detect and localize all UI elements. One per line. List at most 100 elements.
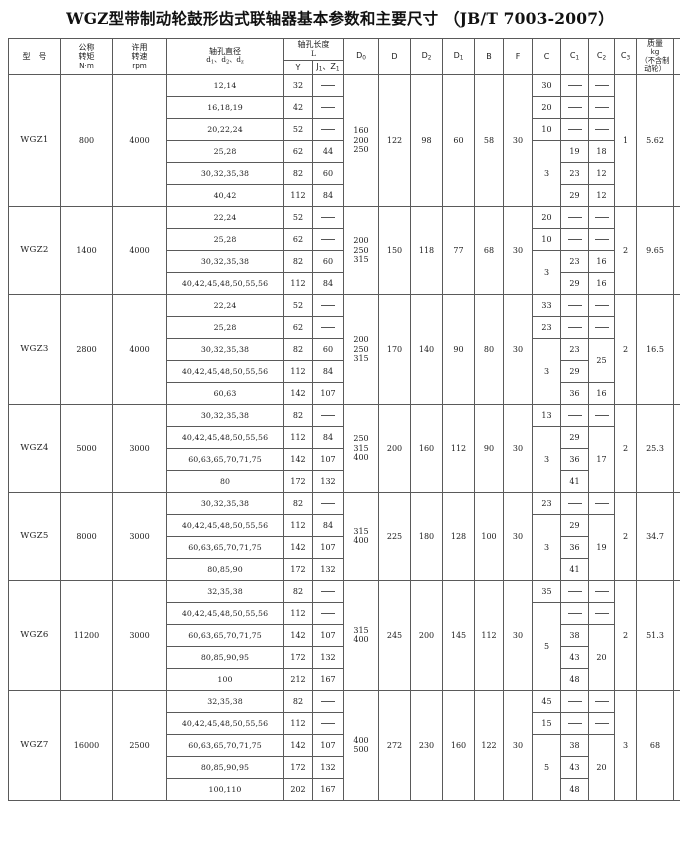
cell-bore-diameter: 30,32,35,38 [166,491,284,515]
cell-bore-length-y: 142 [283,623,313,647]
cell-c: 23 [532,491,561,515]
cell-f: 30 [503,205,533,295]
cell-c1: 29 [560,513,589,537]
cell-bore-diameter: 20,22,24 [166,117,284,141]
cell-c2 [588,293,615,317]
header-b: B [474,38,504,75]
cell-c1: 29 [560,359,589,383]
dash-mark [321,216,335,219]
cell-mass: 9.65 [636,205,674,295]
cell-bore-length-y: 112 [283,601,313,625]
table-row: 30,32,35,38 82 60 3 23 25 [9,337,680,405]
cell-torque: 2800 [60,293,113,405]
cell-c1 [560,205,589,229]
cell-inertia: 0.047 [673,293,680,405]
cell-c1 [560,491,589,515]
cell-f: 30 [503,579,533,691]
dash-mark [594,700,609,703]
cell-model: WGZ5 [8,491,61,581]
cell-speed: 4000 [112,293,167,405]
table-row: 40,42,45,48,50,55,56 112 84 3 29 19 [9,513,680,581]
cell-bore-length-jz: 60 [312,337,344,361]
cell-bore-length-jz [312,689,344,713]
cell-d0: 160 200 250 [343,73,379,207]
cell-c: 3 [532,513,561,581]
cell-c3: 2 [614,491,637,581]
cell-d1: 112 [442,403,475,493]
cell-torque: 8000 [60,491,113,581]
cell-c1: 36 [560,447,589,471]
cell-c1 [560,227,589,251]
cell-bore-length-jz: 107 [312,623,344,647]
cell-bore-length-jz: 107 [312,381,344,405]
cell-bore-length-jz [312,711,344,735]
cell-bore-length-y: 142 [283,535,313,559]
cell-bore-diameter: 100,110 [166,777,284,801]
cell-bore-diameter: 60,63,65,70,71,75 [166,535,284,559]
table-row: 60,63,65,70,71,75 142 107 36 [9,447,680,471]
header-bore-length-y: Y [283,59,313,75]
cell-bore-diameter: 60,63,65,70,71,75 [166,447,284,471]
cell-b: 122 [474,689,504,801]
cell-speed: 4000 [112,205,167,295]
cell-b: 100 [474,491,504,581]
cell-c3: 2 [614,205,637,295]
dash-mark [567,612,582,615]
cell-d: 170 [378,293,411,405]
cell-model: WGZ6 [8,579,61,691]
cell-torque: 800 [60,73,113,207]
dash-mark [594,238,609,241]
table-row: 80,85,90,95 172 132 43 [9,645,680,669]
table-body: WGZ1 800 4000 12,14 32 160 200 250 122 98 60 58 30 30… [8,73,680,801]
dash-mark [594,84,609,87]
cell-d1: 60 [442,73,475,207]
cell-bore-length-y: 142 [283,447,313,471]
header-speed: 许用 转速 rpm [112,38,167,75]
cell-bore-length-y: 112 [283,359,313,383]
cell-d0: 200 250 315 [343,293,379,405]
cell-c2 [588,73,615,97]
cell-b: 68 [474,205,504,295]
cell-bore-diameter: 40,42,45,48,50,55,56 [166,711,284,735]
cell-c2: 12 [588,183,615,207]
cell-bore-length-y: 112 [283,271,313,295]
cell-c1: 29 [560,425,589,449]
cell-c1: 23 [560,249,589,273]
cell-speed: 2500 [112,689,167,801]
dash-mark [594,722,609,725]
cell-bore-diameter: 32,35,38 [166,579,284,603]
cell-c1 [560,403,589,427]
header-d0: D0 [343,38,379,75]
cell-bore-diameter: 25,28 [166,227,284,251]
cell-d2: 230 [410,689,443,801]
table-row: 40,42,45,48,50,55,56 112 84 29 [9,359,680,383]
cell-f: 30 [503,73,533,207]
cell-bore-length-y: 52 [283,205,313,229]
cell-speed: 3000 [112,403,167,493]
cell-bore-diameter: 12,14 [166,73,284,97]
table-row: 60,63 142 107 36 16 [9,381,680,405]
cell-c: 3 [532,425,561,493]
cell-bore-length-jz [312,403,344,427]
dash-mark [567,414,582,417]
cell-c1 [560,601,589,625]
cell-bore-diameter: 80,85,90 [166,557,284,581]
cell-bore-diameter: 60,63,65,70,71,75 [166,623,284,647]
dash-mark [567,216,582,219]
cell-c1: 43 [560,755,589,779]
cell-bore-diameter: 60,63 [166,381,284,405]
cell-c: 3 [532,249,561,295]
cell-bore-diameter: 40,42,45,48,50,55,56 [166,425,284,449]
cell-bore-length-y: 62 [283,227,313,251]
cell-c1 [560,689,589,713]
cell-c2: 25 [588,337,615,383]
cell-d: 245 [378,579,411,691]
cell-inertia: 0.0078 [673,73,680,207]
cell-bore-diameter: 30,32,35,38 [166,161,284,185]
cell-bore-length-jz: 84 [312,513,344,537]
table-row: 30,32,35,38 82 60 3 23 16 [9,249,680,295]
cell-mass: 25.3 [636,403,674,493]
dash-mark [567,502,582,505]
cell-c: 23 [532,315,561,339]
table-row: WGZ2 1400 4000 22,24 52 200 250 315 150 118 77 68 30… [8,205,680,295]
